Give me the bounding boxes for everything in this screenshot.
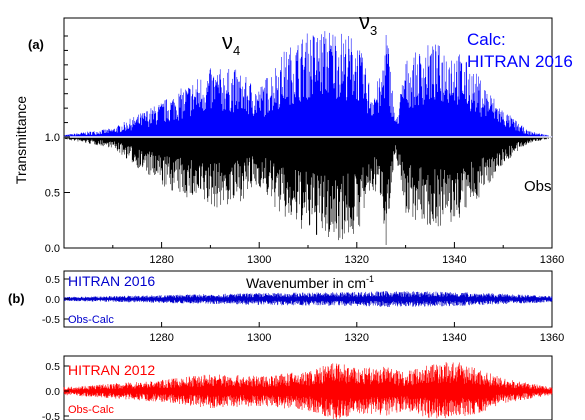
obs-calc-label-b: Obs-Calc <box>68 314 114 326</box>
x-tick-label: 1320 <box>345 254 369 266</box>
y-tick-label: 0.5 <box>45 361 60 373</box>
x-tick-label: 1280 <box>149 254 173 266</box>
panel-a: 0.0 0.5 1.0 1280 1300 1320 1340 1360 (a) Transm… <box>13 9 573 266</box>
hitran2016-residual-series <box>63 291 553 307</box>
obs-label: Obs <box>524 178 552 195</box>
calc-label-line1: Calc: <box>467 30 506 49</box>
x-tick-label: 1360 <box>540 332 564 344</box>
panel-b-x-tick-labels: 1280 1300 1320 1340 1360 <box>149 332 564 344</box>
panel-b: 0.5 0.0 -0.5 (b) HITRAN 2016 Obs-Calc <box>8 270 553 328</box>
y-tick-label: 0.0 <box>45 386 60 398</box>
y-tick-label: 0.0 <box>45 243 60 255</box>
panel-b-axes: 0.5 0.0 -0.5 <box>42 274 553 327</box>
residual-trace <box>63 362 553 420</box>
y-tick-label: 0.5 <box>45 188 60 200</box>
hitran2016-label: HITRAN 2016 <box>68 273 155 289</box>
y-tick-label: 0.5 <box>45 274 60 286</box>
x-tick-label: 1340 <box>442 254 466 266</box>
x-tick-label: 1300 <box>247 254 271 266</box>
x-tick-label: 1320 <box>345 332 369 344</box>
y-tick-label: 1.0 <box>45 132 60 144</box>
x-tick-label: 1360 <box>540 254 564 266</box>
hitran2012-label: HITRAN 2012 <box>68 362 155 378</box>
nu4-annotation: ν4 <box>222 29 240 58</box>
nu3-annotation: ν3 <box>359 9 377 38</box>
obs-spectrum-trace <box>63 137 553 245</box>
y-axis-label-transmittance: Transmittance <box>13 96 29 184</box>
panel-a-label: (a) <box>28 37 44 52</box>
x-tick-label: 1300 <box>247 332 271 344</box>
x-tick-label: 1280 <box>149 332 173 344</box>
panel-c-axes: 0.5 0.0 -0.5 <box>42 361 69 420</box>
x-axis-label: Wavenumber in cm-1 <box>246 274 374 291</box>
panel-a-axes: 0.0 0.5 1.0 1280 1300 1320 1340 1360 <box>45 35 564 266</box>
residual-trace <box>63 291 553 307</box>
obs-series <box>63 136 553 245</box>
y-tick-label: -0.5 <box>42 314 60 326</box>
obs-calc-label-c: Obs-Calc <box>68 404 114 416</box>
calc-label-line2: HITRAN 2016 <box>467 52 573 71</box>
y-tick-label: 0.0 <box>45 294 60 306</box>
y-tick-label: -0.5 <box>42 411 60 420</box>
x-tick-label: 1340 <box>442 332 466 344</box>
panel-b-label: (b) <box>8 291 25 306</box>
hitran2012-residual-series <box>63 362 553 420</box>
panel-c: 0.5 0.0 -0.5 HITRAN 2012 Obs-Calc <box>42 355 553 420</box>
